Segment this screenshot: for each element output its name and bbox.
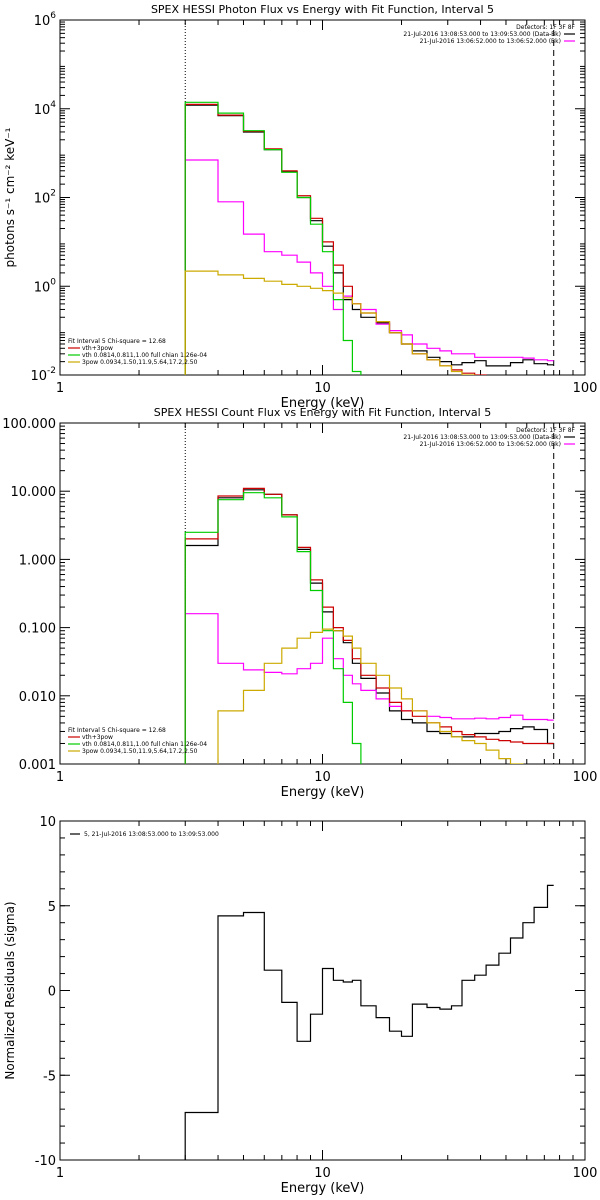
x-tick-label: 1 [56, 1166, 64, 1181]
x-tick-label: 100 [573, 381, 598, 396]
y-tick-base: 10 [34, 192, 51, 207]
y-tick-label: 100.000 [2, 417, 56, 432]
y-tick-exponent: 0 [50, 277, 56, 287]
y-tick-exponent: 6 [50, 11, 56, 21]
chart-2: SPEX HESSI Count Flux vs Energy with Fit… [2, 406, 598, 800]
series-line [184, 159, 554, 375]
series-line [184, 101, 362, 375]
series-layer [184, 101, 554, 375]
detectors-label: Detectors: 1F 3F 8F [516, 427, 575, 434]
x-axis-label: Energy (keV) [281, 785, 365, 800]
y-tick-label: -5 [43, 1069, 56, 1084]
series-line [184, 270, 476, 375]
time-legend-label: 21-Jul-2016 13:06:52.000 to 13:06:52.000… [420, 38, 561, 45]
fit-legend-label: vth 0.0814,0.811,1.00 full chian 1.26e-0… [82, 741, 207, 748]
y-tick-base: 10 [34, 14, 51, 29]
time-legend-label: 21-Jul-2016 13:06:52.000 to 13:06:52.000… [420, 441, 561, 448]
y-tick-label: 0.100 [19, 622, 56, 637]
x-tick-label: 100 [573, 770, 598, 785]
x-axis-label: Energy (keV) [281, 1181, 365, 1196]
x-tick-label: 10 [314, 1166, 331, 1181]
y-tick-label: 10.000 [11, 485, 57, 500]
y-tick-label: 5 [48, 900, 56, 915]
chart-title: SPEX HESSI Count Flux vs Energy with Fit… [154, 406, 491, 419]
chart-title: SPEX HESSI Photon Flux vs Energy with Fi… [151, 3, 494, 16]
x-tick-label: 1 [56, 381, 64, 396]
x-tick-label: 10 [314, 381, 331, 396]
fit-legend-title: Fit Interval 5 Chi-square = 12.68 [68, 338, 166, 345]
y-tick-label: 100 [34, 277, 57, 295]
series-line [184, 613, 554, 764]
y-tick-label: 0 [48, 985, 56, 1000]
y-tick-label: 1.000 [19, 553, 56, 568]
fit-legend-label: vth+3pow [82, 734, 113, 741]
series-line [184, 489, 554, 764]
y-axis-label: Normalized Residuals (sigma) [3, 901, 17, 1079]
y-tick-label: -10 [35, 1154, 56, 1169]
chart-1: SPEX HESSI Photon Flux vs Energy with Fi… [3, 3, 598, 411]
x-axis-label: Energy (keV) [281, 396, 365, 411]
y-tick-label: 10 [39, 815, 56, 830]
series-layer [184, 487, 554, 764]
y-tick-label: 106 [34, 11, 57, 29]
series-line [184, 104, 554, 375]
fit-legend-label: vth+3pow [82, 345, 113, 352]
x-tick-label: 100 [573, 1166, 598, 1181]
y-tick-base: 10 [34, 280, 51, 295]
y-tick-base: 10 [34, 103, 51, 118]
y-tick-exponent: 2 [50, 189, 56, 199]
chart-3: 1 10 100 Energy (keV) -10 -5 0 5 10 Normalized Re… [3, 815, 597, 1196]
y-tick-label: 0.010 [19, 690, 56, 705]
legend-label: 5, 21-Jul-2016 13:08:53.000 to 13:09:53.… [84, 831, 219, 838]
y-tick-label: 102 [34, 189, 56, 207]
plot-frame [59, 19, 586, 376]
y-tick-label: 104 [34, 100, 57, 118]
series-layer [184, 884, 554, 1160]
x-tick-label: 1 [56, 770, 64, 785]
y-axis-label: photons s⁻¹ cm⁻² keV⁻¹ [3, 127, 17, 267]
series-line [184, 884, 554, 1160]
y-tick-label: 10-2 [30, 366, 56, 384]
fit-legend-label: vth 0.0814,0.811,1.00 full chian 1.26e-0… [82, 352, 207, 359]
series-line [184, 628, 524, 764]
time-legend-label: 21-Jul-2016 13:08:53.000 to 13:09:53.000… [403, 31, 561, 38]
series-line [184, 492, 362, 764]
time-legend-label: 21-Jul-2016 13:08:53.000 to 13:09:53.000… [403, 434, 561, 441]
series-line [184, 487, 554, 764]
x-tick-label: 10 [314, 770, 331, 785]
y-tick-base: 10 [30, 369, 47, 384]
fit-legend-label: 3pow 0.0934,1.50,11.9,5.64,17.2,2.50 [82, 748, 198, 755]
y-tick-exponent: -2 [47, 366, 56, 376]
y-tick-exponent: 4 [50, 100, 56, 110]
series-line [184, 103, 487, 375]
detectors-label: Detectors: 1F 3F 8F [516, 24, 575, 31]
fit-legend-title: Fit Interval 5 Chi-square = 12.68 [68, 727, 166, 734]
y-tick-label: 0.001 [19, 758, 56, 773]
fit-legend-label: 3pow 0.0934,1.50,11.9,5.64,17.2,2.50 [82, 359, 198, 366]
